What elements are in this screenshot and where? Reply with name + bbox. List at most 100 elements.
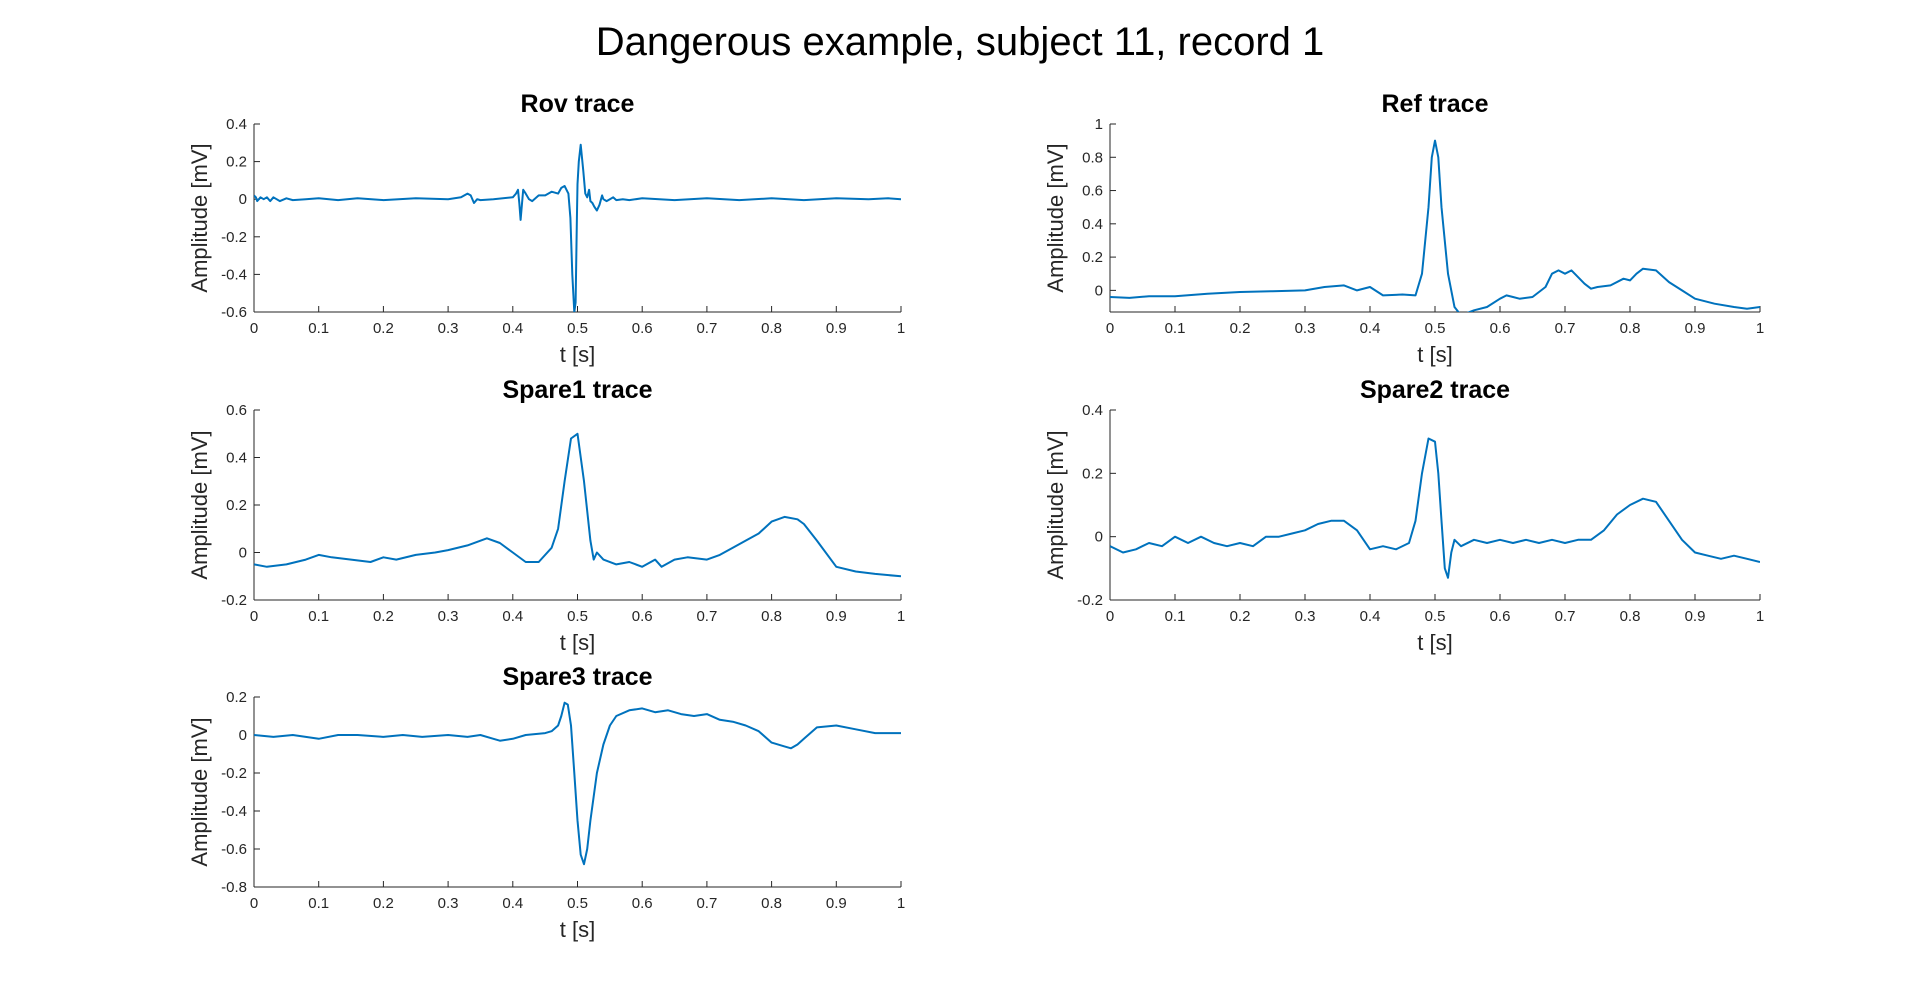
x-tick-label: 0.4 <box>502 895 523 912</box>
trace-line <box>1110 139 1760 312</box>
y-tick-label: 0.2 <box>226 497 247 514</box>
x-tick-label: 1 <box>1756 608 1764 625</box>
x-tick-label: 0.1 <box>308 895 329 912</box>
x-tick-label: 0 <box>250 895 258 912</box>
y-axis-label: Amplitude [mV] <box>1043 143 1068 292</box>
x-tick-label: 0.3 <box>438 320 459 337</box>
x-tick-label: 1 <box>897 608 905 625</box>
x-tick-label: 1 <box>897 320 905 337</box>
x-tick-label: 0.7 <box>696 320 717 337</box>
y-axis-label: Amplitude [mV] <box>187 430 212 579</box>
x-tick-label: 0 <box>250 320 258 337</box>
figure-title: Dangerous example, subject 11, record 1 <box>595 20 1325 64</box>
subplot-2: Ref trace 0 0.1 0.2 0.3 0.4 0.5 0.6 0.7 0.8 0.9 1 0 0… <box>1043 90 1764 367</box>
y-tick-label: 0 <box>1095 282 1103 299</box>
y-tick-label: 0 <box>239 191 247 208</box>
x-tick-label: 0.8 <box>761 320 782 337</box>
x-tick-label: 0.7 <box>696 895 717 912</box>
x-tick-label: 0.9 <box>1685 608 1706 625</box>
x-tick-label: 0.9 <box>1685 320 1706 337</box>
x-axis-label: t [s] <box>560 917 595 942</box>
x-tick-label: 0.1 <box>308 320 329 337</box>
y-tick-label: 0.2 <box>226 154 247 171</box>
x-tick-label: 0.1 <box>1165 608 1186 625</box>
y-tick-label: -0.4 <box>221 803 247 820</box>
subplot-title: Ref trace <box>1382 90 1489 118</box>
y-axis-label: Amplitude [mV] <box>187 143 212 292</box>
x-tick-label: 0.5 <box>567 320 588 337</box>
x-tick-label: 0.6 <box>1490 608 1511 625</box>
y-tick-label: -0.2 <box>1077 592 1103 609</box>
x-tick-label: 0.6 <box>632 608 653 625</box>
x-tick-label: 0.2 <box>1230 320 1251 337</box>
x-tick-label: 0.9 <box>826 320 847 337</box>
x-tick-label: 0.6 <box>1490 320 1511 337</box>
x-tick-label: 0.1 <box>1165 320 1186 337</box>
y-tick-label: -0.2 <box>221 592 247 609</box>
x-tick-label: 0.5 <box>567 895 588 912</box>
x-tick-label: 0 <box>250 608 258 625</box>
y-tick-label: 0 <box>239 545 247 562</box>
y-tick-label: 0.4 <box>1082 216 1103 233</box>
x-tick-label: 0.9 <box>826 895 847 912</box>
y-tick-label: 0 <box>239 727 247 744</box>
y-tick-label: 1 <box>1095 116 1103 133</box>
y-tick-label: 0.6 <box>1082 183 1103 200</box>
x-tick-label: 0.3 <box>438 895 459 912</box>
y-axis-label: Amplitude [mV] <box>1043 430 1068 579</box>
subplot-title: Spare2 trace <box>1360 376 1510 404</box>
y-tick-label: -0.2 <box>221 765 247 782</box>
x-tick-label: 0.7 <box>1555 608 1576 625</box>
x-tick-label: 0.9 <box>826 608 847 625</box>
x-axis-label: t [s] <box>1417 342 1452 367</box>
x-tick-label: 1 <box>1756 320 1764 337</box>
x-tick-label: 0.3 <box>1295 608 1316 625</box>
x-tick-label: 0.4 <box>502 320 523 337</box>
x-tick-label: 0.7 <box>696 608 717 625</box>
subplot-3: Spare1 trace 0 0.1 0.2 0.3 0.4 0.5 0.6 0.7 0.8 0.9… <box>187 376 905 655</box>
y-tick-label: 0 <box>1095 529 1103 546</box>
x-tick-label: 0.4 <box>1360 320 1381 337</box>
x-tick-label: 0.8 <box>761 608 782 625</box>
y-tick-label: -0.8 <box>221 879 247 896</box>
subplot-5: Spare3 trace 0 0.1 0.2 0.3 0.4 0.5 0.6 0.7 0.8 0.9… <box>187 663 905 942</box>
x-tick-label: 1 <box>897 895 905 912</box>
y-tick-label: 0.4 <box>226 450 247 467</box>
x-tick-label: 0.1 <box>308 608 329 625</box>
y-tick-label: 0.8 <box>1082 149 1103 166</box>
trace-line <box>1110 437 1760 579</box>
y-tick-label: 0.6 <box>226 402 247 419</box>
x-tick-label: 0.7 <box>1555 320 1576 337</box>
y-axis-label: Amplitude [mV] <box>187 717 212 866</box>
x-tick-label: 0.3 <box>1295 320 1316 337</box>
x-axis-label: t [s] <box>560 342 595 367</box>
x-tick-label: 0.2 <box>373 608 394 625</box>
subplot-1: Rov trace 0 0.1 0.2 0.3 0.4 0.5 0.6 0.7 0.8 0.9 1 -0… <box>187 90 905 367</box>
subplot-title: Spare1 trace <box>502 376 652 404</box>
x-tick-label: 0.4 <box>502 608 523 625</box>
x-tick-label: 0.6 <box>632 895 653 912</box>
subplot-title: Rov trace <box>521 90 635 118</box>
y-tick-label: 0.2 <box>1082 249 1103 266</box>
y-tick-label: 0.4 <box>1082 402 1103 419</box>
subplot-title: Spare3 trace <box>502 663 652 691</box>
y-tick-label: -0.6 <box>221 841 247 858</box>
y-tick-label: -0.2 <box>221 229 247 246</box>
x-tick-label: 0.8 <box>1620 320 1641 337</box>
x-tick-label: 0.5 <box>1425 608 1446 625</box>
trace-line <box>254 701 901 866</box>
x-tick-label: 0.8 <box>761 895 782 912</box>
subplot-4: Spare2 trace 0 0.1 0.2 0.3 0.4 0.5 0.6 0.7 0.8 0.9… <box>1043 376 1764 655</box>
x-tick-label: 0.4 <box>1360 608 1381 625</box>
x-tick-label: 0 <box>1106 608 1114 625</box>
x-tick-label: 0.6 <box>632 320 653 337</box>
x-tick-label: 0.2 <box>373 895 394 912</box>
x-tick-label: 0.8 <box>1620 608 1641 625</box>
x-tick-label: 0.5 <box>567 608 588 625</box>
trace-line <box>254 143 901 312</box>
trace-line <box>254 432 901 578</box>
y-tick-label: 0.4 <box>226 116 247 133</box>
x-tick-label: 0.2 <box>1230 608 1251 625</box>
x-axis-label: t [s] <box>1417 630 1452 655</box>
